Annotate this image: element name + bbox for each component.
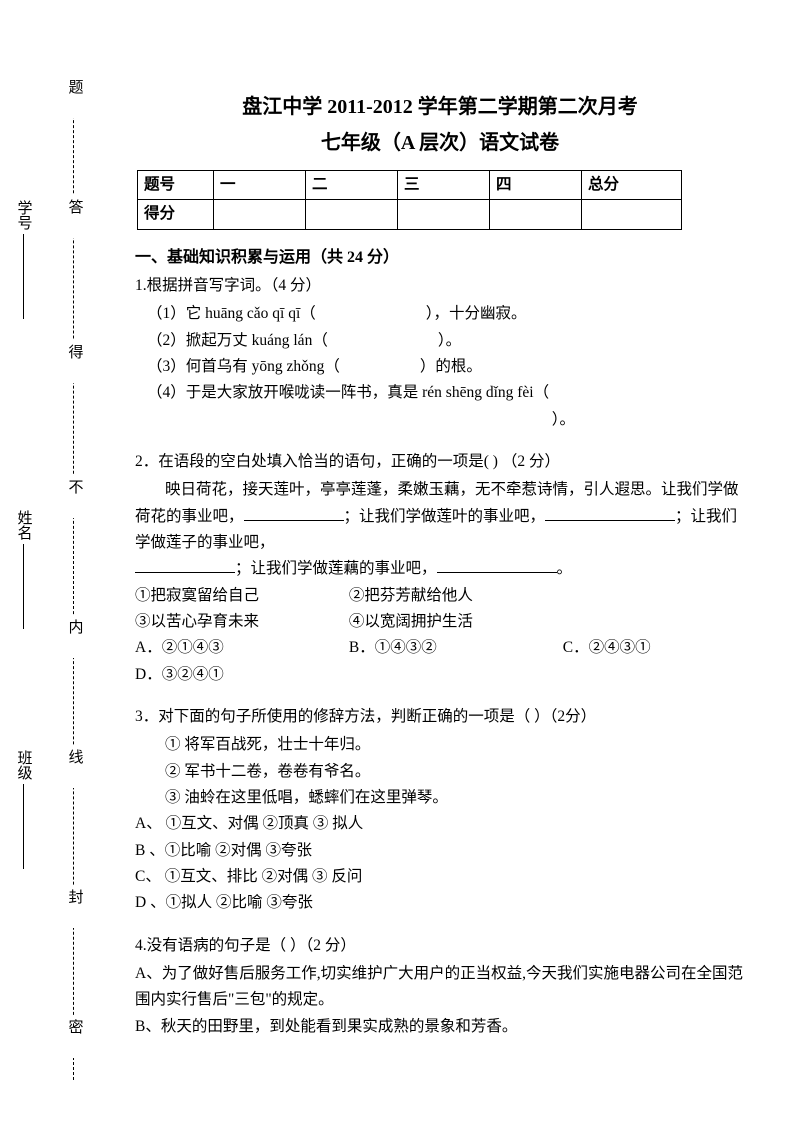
th-total: 总分 [582,171,682,200]
label-xuehao-text: 学号 [16,200,32,230]
q2-body-b: ；让我们学做莲叶的事业吧， [344,508,546,525]
q4-B: B、秋天的田野里，到处能看到果实成熟的景象和芳香。 [135,1014,745,1040]
table-row: 题号 一 二 三 四 总分 [138,171,682,200]
q1-1a: （1）它 huāng cǎo qī qī（ [147,305,316,322]
q3-s1: ① 将军百战死，壮士十年归。 [135,732,745,758]
binding-char-da: 答 [61,195,87,238]
td-blank [398,200,490,229]
th-1: 一 [214,171,306,200]
q2-C: C．②④③① [563,639,651,656]
th-3: 三 [398,171,490,200]
q1-2a: （2）掀起万丈 kuáng lán（ [147,332,328,349]
q2-choices-row2: D．③②④① [135,662,745,688]
q2-opt4: ④以宽阔拥护生活 [349,613,473,630]
exam-content: 盘江中学 2011-2012 学年第二学期第二次月考 七年级（A 层次）语文试卷… [135,90,745,1040]
q3-A: A、 ①互文、对偶 ②顶真 ③ 拟人 [135,811,745,837]
q1-3a: （3）何首乌有 yōng zhǒng（ [147,358,340,375]
td-blank [490,200,582,229]
q2-numbered-opts2: ③以苦心孕育未来 ④以宽阔拥护生活 [135,609,745,635]
blank-line [244,505,344,521]
binding-char-xian: 线 [61,745,87,788]
q2-opt3: ③以苦心孕育未来 [135,609,345,635]
binding-char-nei: 内 [61,615,87,658]
q2-body-d: ；让我们学做莲藕的事业吧， [235,560,437,577]
binding-char-de: 得 [61,340,87,383]
q3-stem: 3．对下面的句子所使用的修辞方法，判断正确的一项是（ ）（2分） [135,704,745,730]
binding-char-ti: 题 [61,75,87,118]
q1-2b: ）。 [438,332,461,349]
q1-item3: （3）何首乌有 yōng zhǒng（ ）的根。 [135,354,745,380]
q2-D: D．③②④① [135,666,224,683]
label-xingming: 姓名 [10,510,36,633]
td-defen: 得分 [138,200,214,229]
label-banji: 班级 [10,750,36,873]
q2-A: A．②①④③ [135,635,345,661]
binding-strip: 题 答 得 不 内 线 封 密 [55,80,95,1080]
q2-B: B．①④③② [349,635,559,661]
binding-char-feng: 封 [61,885,87,928]
q4-stem: 4.没有语病的句子是（ ）（2 分） [135,933,745,959]
binding-char-bu: 不 [61,475,87,518]
q1-1b: ），十分幽寂。 [426,305,527,322]
th-4: 四 [490,171,582,200]
binding-char-mi: 密 [61,1015,87,1058]
title-line2: 七年级（A 层次）语文试卷 [135,126,745,160]
q4-A: A、为了做好售后服务工作,切实维护广大用户的正当权益,今天我们实施电器公司在全国… [135,961,745,1014]
th-2: 二 [306,171,398,200]
q1-item2: （2）掀起万丈 kuáng lán（ ）。 [135,328,745,354]
q1-item1: （1）它 huāng cǎo qī qī（ ），十分幽寂。 [135,301,745,327]
q2-opt1: ①把寂寞留给自己 [135,583,345,609]
q3-s3: ③ 油蛉在这里低唱，蟋蟀们在这里弹琴。 [135,785,745,811]
blank-line [545,505,675,521]
q1-item4: （4）于是大家放开喉咙读一阵书，真是 rén shēng dǐng fèi（ [135,380,745,406]
th-tihao: 题号 [138,171,214,200]
q3-C: C、 ①互文、排比 ②对偶 ③ 反问 [135,864,745,890]
q2-body-e: 。 [557,560,573,577]
td-blank [306,200,398,229]
section1-heading: 一、基础知识积累与运用（共 24 分） [135,244,745,271]
blank-line [135,558,235,574]
q1-4a: （4）于是大家放开喉咙读一阵书，真是 rén shēng dǐng fèi（ [147,384,549,401]
table-row: 得分 [138,200,682,229]
q1-item4b: ）。 [135,407,745,433]
q2-stem: 2．在语段的空白处填入恰当的语句，正确的一项是( ) （2 分） [135,449,745,475]
title-line1: 盘江中学 2011-2012 学年第二学期第二次月考 [135,90,745,124]
q3-B: B 、①比喻 ②对偶 ③夸张 [135,838,745,864]
td-blank [214,200,306,229]
label-banji-text: 班级 [16,750,32,780]
q3-D: D 、①拟人 ②比喻 ③夸张 [135,890,745,916]
q1-stem: 1.根据拼音写字词。（4 分） [135,273,745,299]
q2-body: 映日荷花，接天莲叶，亭亭莲蓬，柔嫩玉藕，无不牵惹诗情，引人遐思。让我们学做荷花的… [135,477,745,582]
blank-line [437,558,557,574]
score-table: 题号 一 二 三 四 总分 得分 [137,170,682,230]
td-blank [582,200,682,229]
label-xingming-text: 姓名 [16,510,32,540]
q1-4b-text: ）。 [552,411,575,428]
q1-3b: ）的根。 [420,358,482,375]
q2-numbered-opts: ①把寂寞留给自己 ②把芬芳献给他人 [135,583,745,609]
label-xuehao: 学号 [10,200,36,323]
q2-opt2: ②把芬芳献给他人 [349,587,473,604]
q2-choices-row1: A．②①④③ B．①④③② C．②④③① [135,635,745,661]
q3-s2: ② 军书十二卷，卷卷有爷名。 [135,759,745,785]
